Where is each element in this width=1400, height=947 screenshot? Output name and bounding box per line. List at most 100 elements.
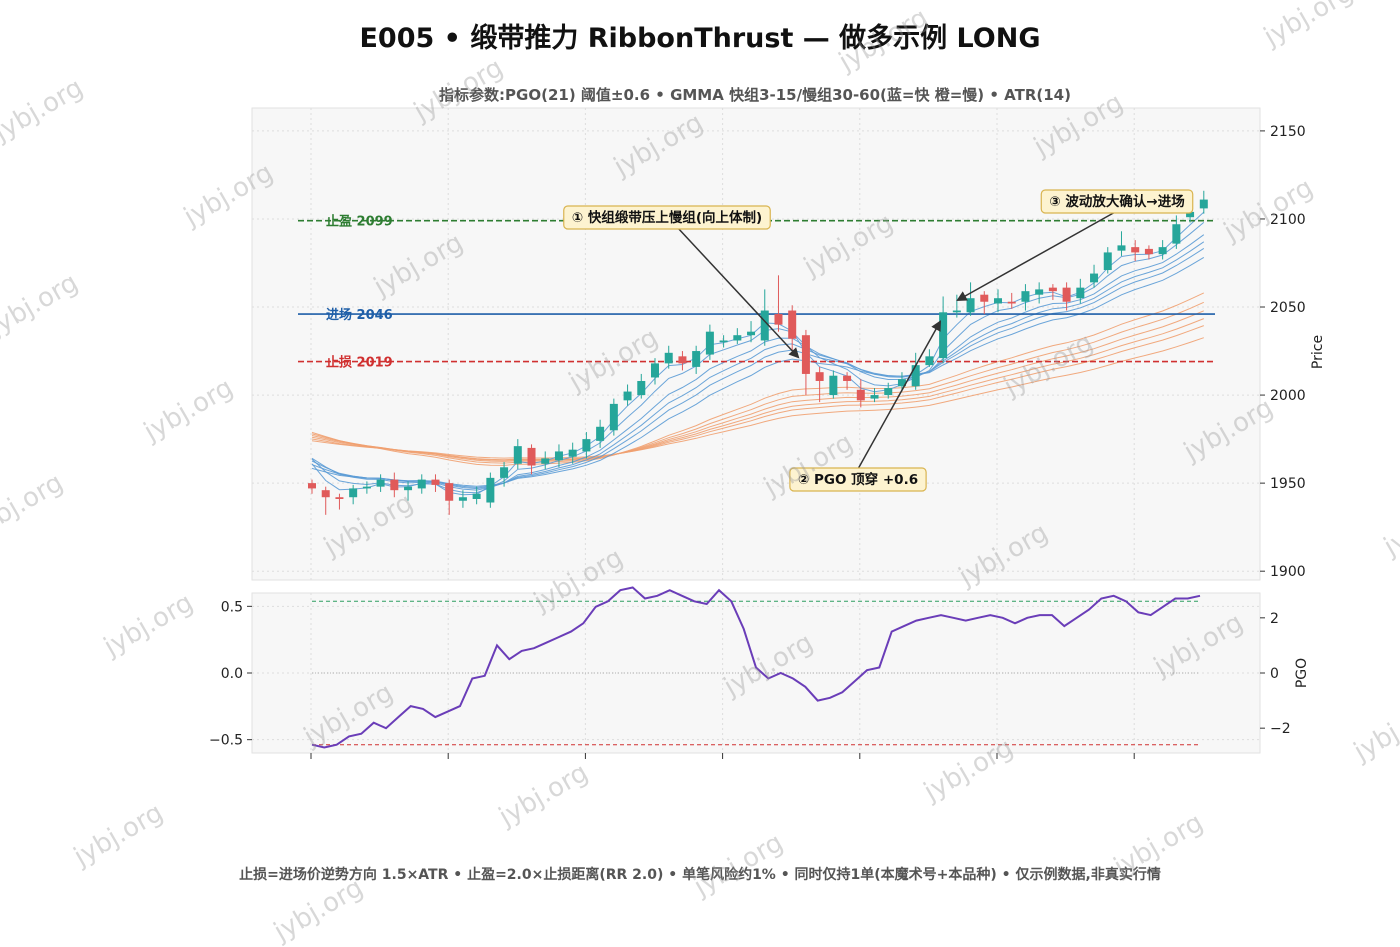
candle-body [897,379,906,387]
candle-body [1131,247,1140,253]
level-label: 止损 2019 [326,355,393,371]
annotation-arrow [956,210,1118,302]
candle-body [1117,245,1126,251]
candle-body [596,426,605,441]
fast-ribbon-line [311,256,1205,487]
slow-ribbon [311,292,1205,466]
pgo-left-tick-label: −0.5 [209,733,243,749]
candle-body [500,467,509,478]
candle-body [925,356,934,366]
candle-body [870,395,879,399]
candle-body [376,479,385,487]
candle-body [486,477,495,503]
candle-body [623,391,632,401]
pgo-left-tick-label: 0.0 [221,666,243,682]
annotation-box [563,205,771,230]
slow-ribbon-line [311,337,1204,459]
candle-body [651,363,659,378]
slow-ribbon-line [311,325,1204,461]
candle-body [1048,287,1057,292]
pgo-series [311,586,1201,749]
candle-body [733,335,742,341]
price-tick-label: 2100 [1270,212,1306,228]
candle-body [1186,211,1195,218]
annotation-arrow [857,320,942,470]
candle-body [513,446,522,464]
price-tick-label: 2000 [1270,388,1306,404]
candle-body [774,314,783,325]
candle-body [815,372,824,381]
candle-body [417,479,426,489]
candle-body [349,488,358,498]
chart-subtitle: 指标参数:PGO(21) 阈值±0.6 • GMMA 快组3-15/慢组30-6… [439,86,1071,104]
annotation-arrow [676,226,800,359]
candle-body [637,380,646,396]
pgo-axis-label: PGO [1294,658,1310,688]
candle-body [568,449,577,457]
candle-body [911,365,920,387]
candle-body [939,312,948,359]
candle-body [1076,287,1085,299]
pgo-right-tick-label: −2 [1270,721,1291,737]
annotation-box [1040,189,1194,214]
candle-body [362,486,371,489]
candle-body [404,486,413,491]
candle-body [1144,248,1153,255]
axes: 1900 1950 2000 2050 2100 2150 Price −0.5 0.0 0.5 −… [209,124,1326,759]
candle-body [1172,224,1181,244]
candle-body [321,490,330,498]
fast-ribbon-line [311,241,1205,490]
annotation-label: ② PGO 顶穿 +0.6 [798,471,918,488]
fast-ribbon-line [311,222,1205,494]
candle-body [1062,287,1071,302]
candle-body [966,298,975,313]
level-label: 进场 2046 [326,308,393,323]
annotation-label: ① 快组缎带压上慢组(向上体制) [572,209,762,226]
candle-body [747,331,756,336]
candle-body [1090,273,1099,283]
candle-body [705,331,714,355]
price-tick-label: 2050 [1270,300,1306,316]
slow-ribbon-line [311,301,1205,464]
candle-body [541,458,550,464]
fast-ribbon-line [311,234,1205,491]
candle-body [952,310,961,313]
candle-body [856,389,865,401]
pgo-line [311,586,1201,749]
candle-body [554,451,563,461]
fast-ribbon [311,211,1205,496]
candle-body [760,310,769,341]
candle-body [843,375,852,381]
fast-ribbon-line [311,211,1205,496]
candle-body [994,298,1002,304]
price-tick-label: 1950 [1270,476,1306,492]
trade-levels: 止盈 2099 进场 2046 止损 2019 [298,214,1215,371]
candle-body [390,479,399,491]
candle-body [829,375,838,396]
pgo-left-tick-label: 0.5 [221,599,243,615]
candle-body [1158,247,1167,255]
candles [308,190,1208,515]
annotation-label: ③ 波动放大确认→进场 [1049,193,1184,210]
price-tick-label: 2150 [1270,124,1306,140]
annotation-box [789,467,927,492]
slow-ribbon-line [311,292,1205,466]
candle-body [801,335,810,374]
price-axis-label: Price [1310,335,1326,369]
candle-body [609,403,618,431]
slow-ribbon-line [311,310,1204,462]
chart-title: E005 • 缎带推力 RibbonThrust — 做多示例 LONG [359,23,1041,54]
candle-body [692,351,701,367]
price-panel [251,107,1261,581]
level-label: 止盈 2099 [326,214,393,230]
candle-body [431,479,440,485]
candle-body [445,483,454,501]
candle-body [582,439,591,452]
annotations: ① 快组缎带压上慢组(向上体制) ② PGO 顶穿 +0.6 ③ 波动放大确认→进场 [563,189,1194,492]
candle-body [884,388,893,396]
candle-body [527,447,536,466]
candle-body [1007,301,1016,304]
price-tick-label: 1900 [1270,564,1306,580]
candle-body [980,294,989,302]
candle-body [458,497,467,501]
